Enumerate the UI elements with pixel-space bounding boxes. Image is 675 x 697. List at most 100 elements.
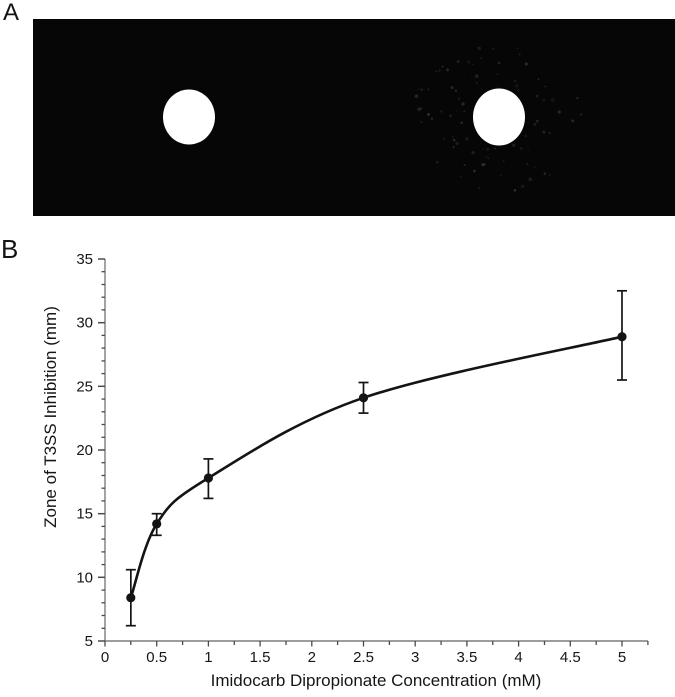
data-point-marker — [203, 473, 213, 483]
x-tick-label: 5 — [618, 649, 626, 666]
speckle — [576, 96, 579, 100]
data-line — [129, 335, 624, 599]
panel-b-label: B — [1, 234, 19, 264]
y-tick-label: 30 — [76, 315, 93, 332]
x-tick-label: 1.5 — [250, 649, 271, 666]
speckle — [414, 94, 419, 98]
speckle — [516, 47, 519, 50]
x-tick-label: 1 — [204, 649, 212, 666]
speckle — [492, 47, 495, 51]
speckle — [475, 82, 478, 84]
speckle — [527, 148, 530, 151]
speckle — [435, 70, 437, 73]
speckle — [477, 46, 481, 50]
speckle — [456, 60, 460, 63]
speckle — [487, 157, 490, 160]
y-axis-title: Zone of T3SS Inhibition (mm) — [41, 306, 60, 528]
speckle — [515, 83, 519, 88]
y-tick-label: 5 — [85, 633, 93, 650]
y-tick-label: 20 — [76, 442, 93, 459]
agar-plate — [33, 19, 675, 216]
speckle — [482, 163, 486, 166]
speckle — [494, 147, 496, 150]
speckle — [486, 147, 490, 151]
speckle — [455, 109, 457, 112]
speckle — [533, 122, 537, 126]
speckle — [479, 57, 482, 59]
speckle — [420, 88, 424, 91]
inhibition-well — [473, 88, 525, 146]
x-tick-label: 2.5 — [353, 649, 374, 666]
speckle — [548, 132, 551, 134]
panel-a-label: A — [3, 0, 20, 26]
speckle — [420, 107, 423, 110]
speckle — [437, 69, 441, 73]
x-tick-label: 4.5 — [560, 649, 581, 666]
speckle — [520, 184, 525, 189]
speckle — [502, 159, 505, 162]
speckle — [516, 88, 520, 92]
speckle — [449, 114, 452, 118]
y-tick-label: 15 — [76, 506, 93, 523]
speckle — [454, 89, 458, 92]
speckle — [457, 97, 461, 101]
speckle — [475, 74, 479, 78]
speckle — [557, 110, 561, 114]
speckle — [497, 61, 501, 65]
speckle — [543, 172, 547, 175]
x-tick-label: 3.5 — [456, 649, 477, 666]
speckle — [430, 117, 434, 120]
speckle — [496, 73, 499, 75]
x-tick-label: 3 — [411, 649, 419, 666]
speckle — [452, 138, 456, 142]
speckle — [571, 119, 575, 123]
speckle — [440, 110, 443, 113]
speckle — [445, 68, 450, 72]
speckle — [537, 78, 540, 81]
y-tick-label: 35 — [76, 251, 93, 268]
speckle — [452, 145, 455, 149]
speckle — [526, 163, 529, 166]
speckle — [427, 88, 430, 91]
speckle — [471, 151, 475, 155]
chart-series — [125, 289, 627, 627]
speckle — [460, 121, 463, 125]
x-tick-label: 0 — [101, 649, 109, 666]
inhibition-well — [163, 89, 215, 145]
speckle — [542, 98, 546, 102]
x-axis-title: Imidocarb Dipropionate Concentration (mM… — [211, 671, 542, 690]
speckle — [513, 79, 517, 83]
speckle — [417, 107, 421, 111]
data-point-marker — [358, 393, 369, 403]
speckle — [548, 174, 551, 176]
axis-line — [104, 259, 648, 642]
speckle — [518, 53, 521, 56]
data-point-marker — [126, 593, 136, 603]
speckle — [524, 134, 527, 138]
speckle — [463, 164, 466, 167]
speckle — [579, 113, 583, 116]
speckle — [481, 147, 485, 150]
speckle — [481, 162, 485, 167]
data-point-marker — [617, 332, 627, 342]
speckle — [542, 130, 546, 134]
speckle — [533, 166, 536, 169]
speckle-field — [414, 46, 583, 192]
speckle — [465, 137, 469, 141]
y-tick-label: 10 — [76, 569, 93, 586]
speckle — [420, 121, 423, 124]
speckle — [451, 135, 454, 139]
y-tick-label: 25 — [76, 378, 93, 395]
speckle — [442, 138, 445, 140]
speckle — [417, 88, 420, 91]
x-tick-label: 4 — [514, 649, 522, 666]
speckle — [544, 85, 546, 88]
speckle — [535, 94, 539, 98]
speckle — [485, 156, 488, 159]
speckle — [460, 175, 462, 178]
speckle — [463, 77, 466, 79]
speckle — [472, 63, 474, 66]
speckle — [455, 141, 459, 146]
speckle — [472, 169, 476, 173]
speckle — [426, 112, 431, 117]
